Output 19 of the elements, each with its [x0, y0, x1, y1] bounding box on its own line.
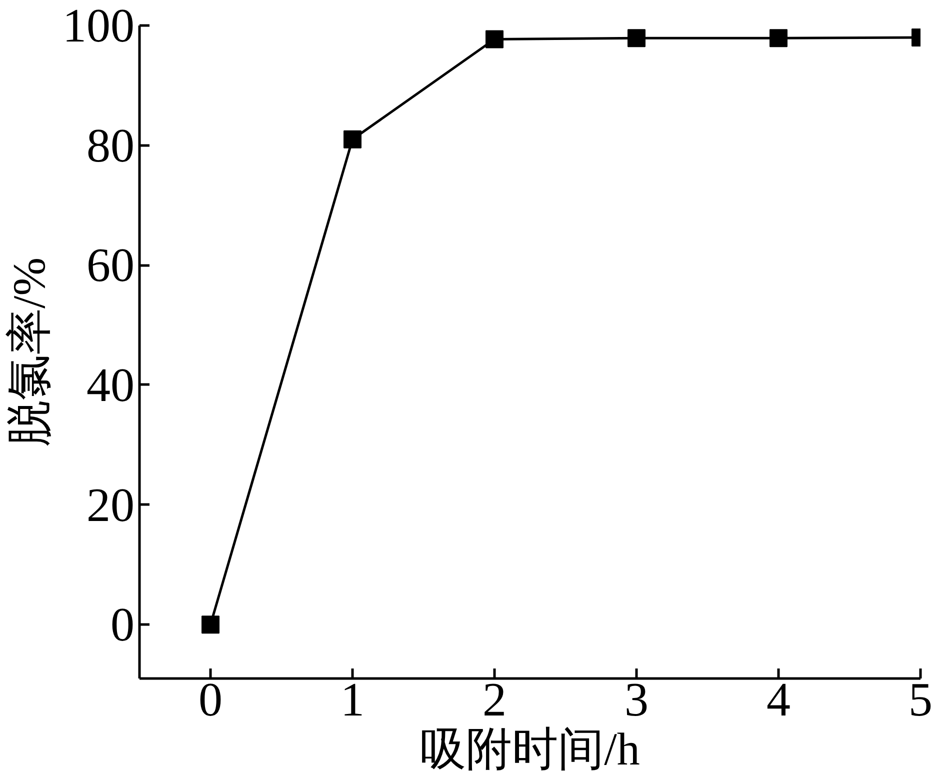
point: [486, 30, 504, 48]
x-tick-label: 3: [624, 674, 648, 726]
y-tick-label: 0: [110, 598, 134, 652]
x-tick-label: 1: [340, 674, 364, 726]
x-tick-label: 4: [766, 674, 790, 726]
point: [344, 130, 362, 148]
point: [628, 29, 646, 48]
point: [770, 29, 788, 48]
x-tick-label: 5: [908, 674, 932, 726]
y-tick-label: 40: [86, 358, 134, 412]
y-tick-label: 60: [86, 239, 134, 292]
x-axis-title: 吸附时间/h: [420, 724, 640, 774]
y-tick-label: 80: [86, 119, 134, 172]
x-tick-label: 0: [198, 674, 222, 726]
y-tick-label: 100: [62, 0, 134, 52]
x-tick-label: 2: [482, 674, 506, 726]
y-tick-label: 20: [86, 478, 134, 532]
point: [202, 616, 220, 634]
y-axis-title: 脱氯率/%: [4, 257, 54, 447]
